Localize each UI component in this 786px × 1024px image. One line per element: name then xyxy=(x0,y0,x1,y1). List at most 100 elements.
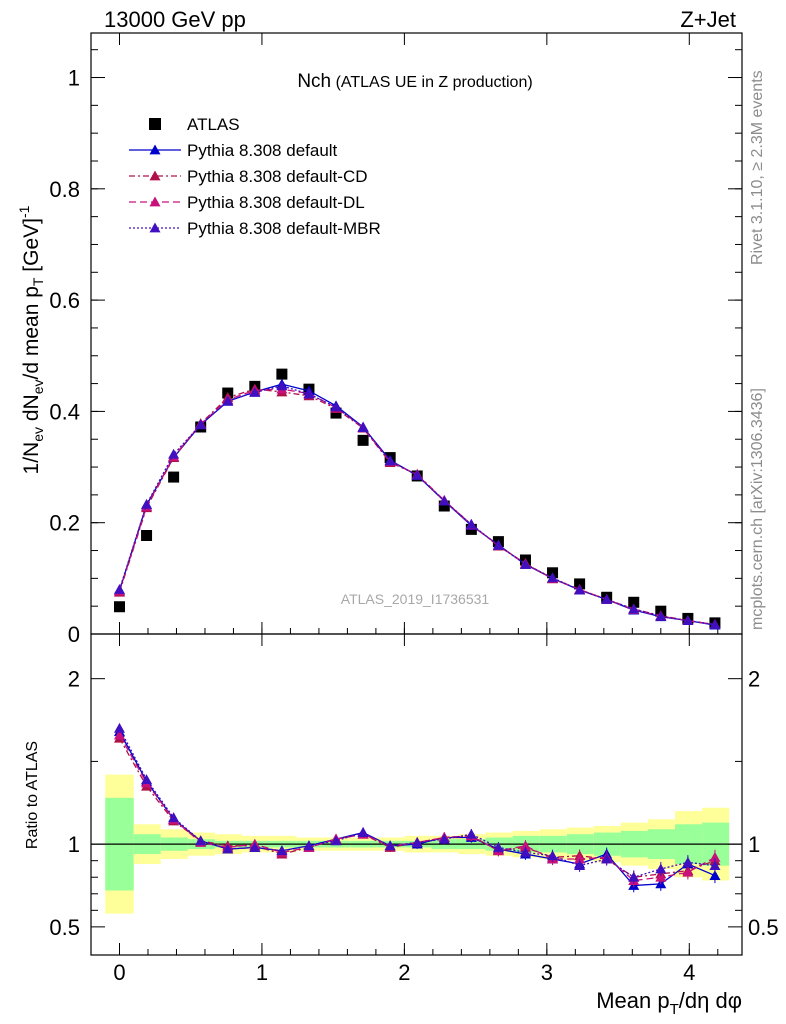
ratio-y-tick-label-0: 0.5 xyxy=(49,915,80,940)
ratio-point-4-21 xyxy=(682,856,694,867)
axes-frames xyxy=(90,32,743,956)
atlas-point-6 xyxy=(276,368,288,380)
analysis-watermark: ATLAS_2019_I1736531 xyxy=(341,591,490,607)
top-y-tick-label-0: 0 xyxy=(68,622,80,647)
series-line-1 xyxy=(118,383,716,626)
series-4-point-2 xyxy=(168,448,180,459)
ratio-point-1-22 xyxy=(709,870,721,880)
top-y-tick-label-2: 0.4 xyxy=(49,399,80,424)
ratio-point-4-4 xyxy=(222,843,234,854)
series-4-point-20 xyxy=(655,610,667,621)
ratio-point-4-9 xyxy=(357,827,369,837)
series-4-point-0 xyxy=(113,583,125,594)
series-4-point-3 xyxy=(195,419,207,430)
header-right: Z+Jet xyxy=(680,7,736,32)
series-0 xyxy=(113,368,721,629)
series-4-point-13 xyxy=(465,518,477,529)
top-y-tick-label-5: 1 xyxy=(68,66,80,91)
atlas-point-2 xyxy=(168,471,180,483)
series-1 xyxy=(113,378,721,893)
legend-label-4: Pythia 8.308 default-MBR xyxy=(187,219,381,238)
ratio-point-4-22 xyxy=(709,860,721,871)
x-axis-label: Mean pT/dη dφ xyxy=(596,988,742,1018)
top-y-tick-label-3: 0.6 xyxy=(49,288,80,313)
series-4-point-4 xyxy=(222,395,234,406)
ratio-line-3 xyxy=(118,734,716,882)
series-4-point-15 xyxy=(519,558,531,569)
legend: ATLAS Pythia 8.308 default Pythia 8.308 de… xyxy=(129,115,381,238)
series-4-point-11 xyxy=(411,469,423,480)
header-left: 13000 GeV pp xyxy=(104,7,246,32)
legend-label-0: ATLAS xyxy=(187,115,240,134)
series-3 xyxy=(113,383,721,888)
x-tick-label-0: 0 xyxy=(113,960,125,985)
series-4-point-7 xyxy=(303,388,315,399)
ratio-point-4-12 xyxy=(438,833,450,844)
rivet-label: Rivet 3.1.10, ≥ 2.3M events xyxy=(749,70,766,265)
series-4-point-1 xyxy=(141,498,153,509)
series-4-point-19 xyxy=(628,603,640,614)
legend-label-2: Pythia 8.308 default-CD xyxy=(187,167,368,186)
ratio-point-3-17 xyxy=(574,853,586,864)
ratio-point-3-22 xyxy=(709,851,721,862)
series-4-point-6 xyxy=(276,380,288,391)
series-4-point-14 xyxy=(492,540,504,550)
ratio-y-tick-label-right-1: 1 xyxy=(748,832,760,857)
atlas-point-9 xyxy=(357,434,369,446)
ratio-point-4-13 xyxy=(465,828,477,839)
top-y-tick-label-4: 0.8 xyxy=(49,177,80,202)
series-line-2 xyxy=(118,388,716,626)
series-layer xyxy=(113,368,721,893)
ratio-y-tick-label-right-0: 0.5 xyxy=(748,915,779,940)
ratio-point-3-0 xyxy=(113,729,125,740)
series-4-point-10 xyxy=(384,455,396,466)
atlas-point-19 xyxy=(628,596,640,608)
title-main: Nch xyxy=(297,71,331,92)
ratio-point-3-21 xyxy=(682,866,694,877)
ratio-point-4-11 xyxy=(411,836,423,847)
legend-marker-2 xyxy=(149,170,161,181)
ratio-point-4-2 xyxy=(168,812,180,823)
ratio-point-4-20 xyxy=(655,863,667,874)
series-4-point-17 xyxy=(574,584,586,595)
x-tick-label-1: 1 xyxy=(256,960,268,985)
ratio-y-tick-label-2: 2 xyxy=(68,667,80,692)
ratio-point-4-18 xyxy=(601,853,613,864)
ratio-point-4-0 xyxy=(113,722,125,733)
ratio-point-4-14 xyxy=(492,841,504,852)
x-tick-label-3: 3 xyxy=(541,960,553,985)
ratio-point-4-7 xyxy=(303,840,315,851)
top-y-tick-label-1: 0.2 xyxy=(49,511,80,536)
ratio-point-4-19 xyxy=(628,871,640,882)
ratio-point-4-16 xyxy=(547,850,559,861)
series-line-4 xyxy=(118,385,716,626)
legend-label-1: Pythia 8.308 default xyxy=(187,141,338,160)
ratio-point-4-10 xyxy=(384,840,396,851)
atlas-point-1 xyxy=(141,530,153,542)
series-line-3 xyxy=(118,388,716,626)
legend-marker-4 xyxy=(149,222,161,233)
title-sub: (ATLAS UE in Z production) xyxy=(336,74,533,91)
ratio-panel-frame xyxy=(90,633,743,956)
ratio-point-4-6 xyxy=(276,845,288,856)
ratio-point-3-20 xyxy=(655,871,667,882)
series-4-point-5 xyxy=(249,386,261,397)
legend-marker-1 xyxy=(149,144,161,155)
ratio-y-tick-label-1: 1 xyxy=(68,832,80,857)
legend-marker-3 xyxy=(149,196,161,207)
atlas-point-8 xyxy=(330,407,342,419)
series-4-point-9 xyxy=(357,422,369,432)
x-tick-label-4: 4 xyxy=(683,960,695,985)
series-4-point-12 xyxy=(438,495,450,506)
ratio-point-4-17 xyxy=(574,860,586,871)
ratio-point-4-8 xyxy=(330,835,342,846)
legend-label-3: Pythia 8.308 default-DL xyxy=(187,193,365,212)
ratio-point-4-1 xyxy=(141,774,153,785)
series-4 xyxy=(113,380,721,884)
atlas-point-0 xyxy=(113,601,125,613)
ratio-point-4-15 xyxy=(519,846,531,857)
legend-marker-0 xyxy=(149,118,161,130)
axis-ticks: 0 1 2 3 4 0 0.2 0.4 0.6 0.8 1 0.5 0.5 1 1 2 2 xyxy=(49,33,779,985)
series-4-point-22 xyxy=(709,619,721,629)
